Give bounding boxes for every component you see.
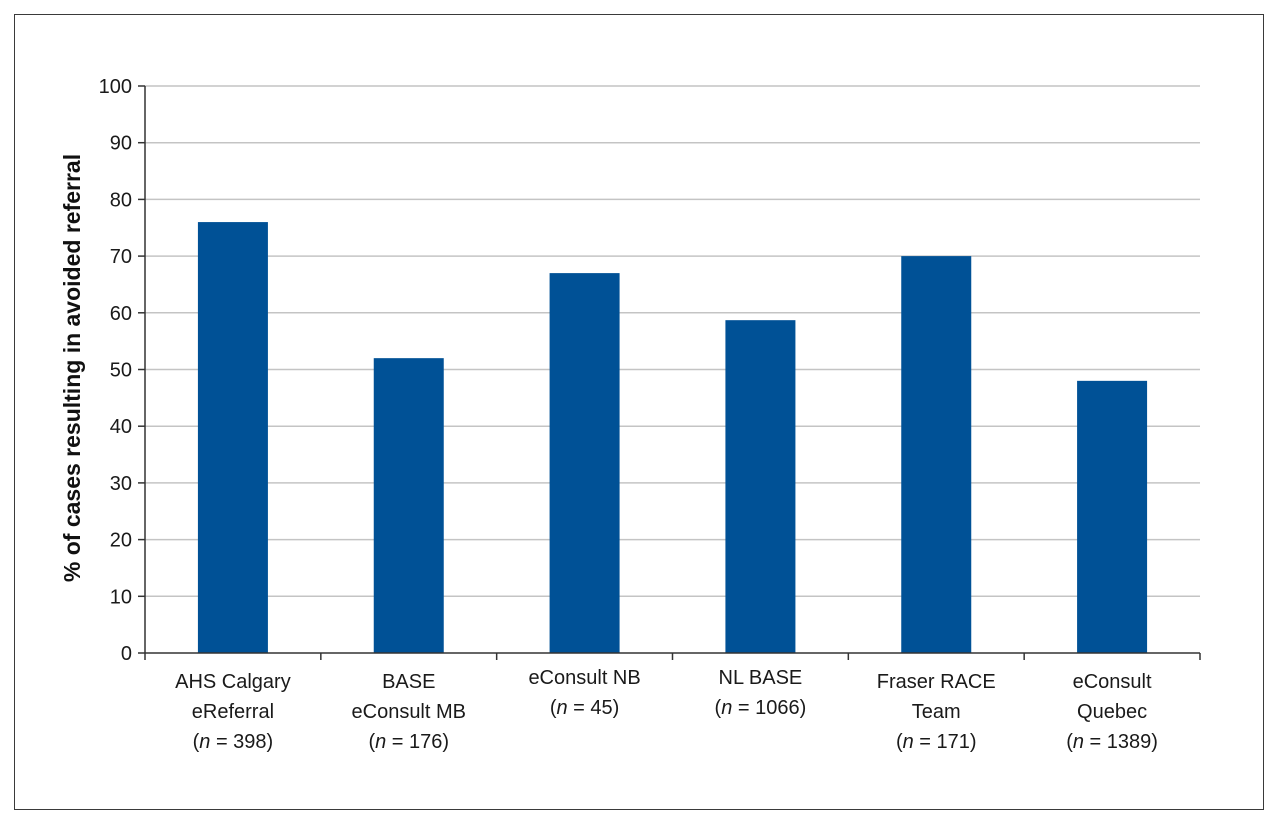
x-category-labels: AHS Calgary eReferral (n = 398) BASE eConsul… — [175, 667, 1158, 753]
figure-frame — [14, 14, 1264, 810]
y-tick-label: 20 — [110, 530, 132, 552]
bar — [197, 222, 268, 653]
bar — [901, 256, 972, 653]
y-tick-label: 50 — [110, 360, 132, 382]
y-tick-label: 70 — [110, 246, 132, 268]
x-category-label: Fraser RACE Team (n = 171) — [877, 671, 996, 753]
bar — [549, 273, 620, 653]
y-tick-label: 80 — [110, 189, 132, 211]
y-axis-title: % of cases resulting in avoided referral — [59, 154, 85, 582]
y-tick-label: 10 — [110, 586, 132, 608]
x-category-label: eConsult Quebec (n = 1389) — [1066, 671, 1158, 753]
y-tick-label: 30 — [110, 473, 132, 495]
gridlines — [145, 85, 1200, 598]
x-category-label: NL BASE (n = 1066) — [715, 667, 807, 719]
y-tick-label: 60 — [110, 303, 132, 325]
bar — [725, 320, 796, 653]
x-category-label: BASE eConsult MB (n = 176) — [352, 671, 467, 753]
bar — [373, 358, 444, 653]
y-tick-label: 100 — [99, 76, 132, 98]
bars — [197, 222, 1148, 653]
bar — [1077, 380, 1148, 653]
y-tick-labels: 0 10 20 30 40 50 60 70 80 90 100 — [99, 76, 145, 665]
y-tick-label: 40 — [110, 416, 132, 438]
y-tick-label: 90 — [110, 133, 132, 155]
y-tick-label: 0 — [121, 643, 132, 665]
axes — [144, 86, 1201, 660]
x-category-label: AHS Calgary eReferral (n = 398) — [175, 671, 291, 753]
x-category-label: eConsult NB (n = 45) — [528, 667, 640, 719]
